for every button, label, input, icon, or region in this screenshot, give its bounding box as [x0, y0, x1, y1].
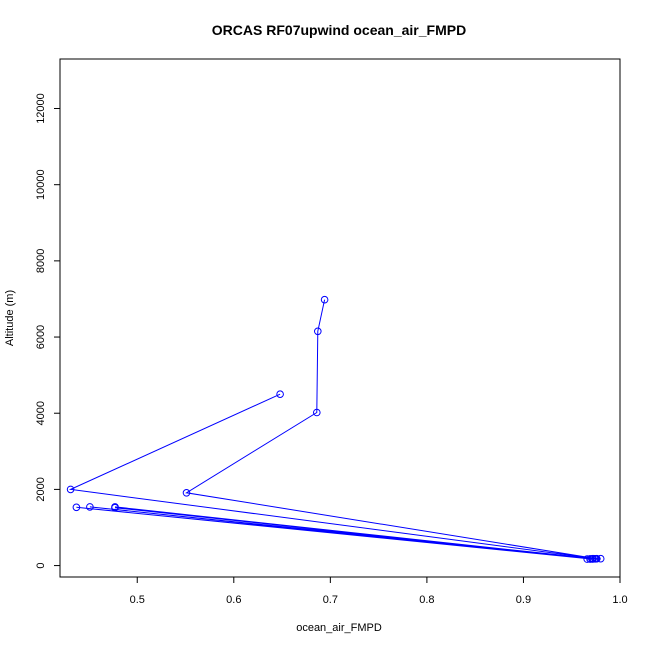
x-tick-label: 0.9 — [516, 594, 531, 606]
data-point — [276, 390, 284, 399]
y-tick-label: 0 — [35, 563, 47, 569]
y-tick-label: 12000 — [35, 93, 47, 124]
data-point — [182, 489, 191, 497]
x-tick-label: 1.0 — [612, 594, 627, 606]
y-axis-label: Altitude (m) — [4, 290, 16, 346]
data-point — [596, 554, 605, 563]
data-point — [314, 327, 322, 336]
x-axis-label: ocean_air_FMPD — [296, 622, 382, 634]
data-point — [86, 503, 94, 511]
x-axis: 0.5 0.6 0.7 0.8 0.9 1.0 — [130, 576, 628, 606]
chart-title: ORCAS RF07upwind ocean_air_FMPD — [212, 22, 466, 38]
y-tick-label: 2000 — [35, 477, 47, 501]
data-point — [320, 295, 329, 304]
y-tick-label: 4000 — [35, 401, 47, 425]
series-layer — [66, 295, 605, 563]
series-line-1 — [68, 299, 597, 560]
data-point — [111, 503, 119, 512]
x-tick-label: 0.6 — [226, 594, 241, 606]
data-point — [583, 555, 592, 563]
y-axis: 0 2000 4000 6000 8000 10000 12000 — [35, 93, 60, 569]
data-point — [592, 555, 600, 563]
data-point — [72, 503, 81, 512]
series-line-3 — [76, 506, 596, 560]
y-tick-label: 10000 — [35, 169, 47, 200]
x-tick-label: 0.7 — [323, 594, 338, 606]
x-tick-label: 0.8 — [419, 594, 434, 606]
data-point — [313, 408, 321, 417]
x-tick-label: 0.5 — [130, 594, 145, 606]
y-tick-label: 8000 — [35, 249, 47, 273]
data-point — [586, 555, 594, 563]
data-point — [66, 485, 75, 494]
y-tick-label: 6000 — [35, 325, 47, 349]
data-point — [589, 554, 597, 563]
